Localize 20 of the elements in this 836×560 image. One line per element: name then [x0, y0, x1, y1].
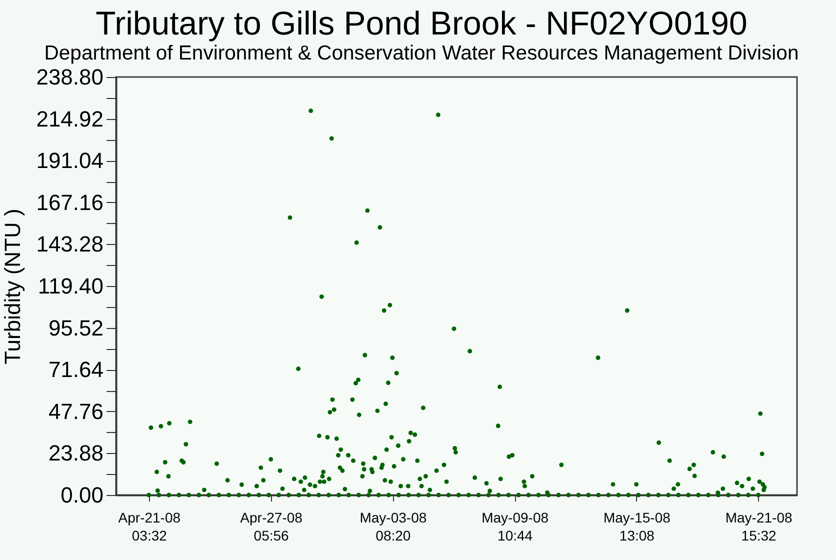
y-tick-label: 71.64 [48, 357, 104, 382]
x-tick-label: May-03-08 08:20 [360, 510, 427, 544]
y-tick-label: 143.28 [36, 232, 104, 257]
y-axis-title: Turbidity (NTU ) [0, 208, 26, 364]
chart-title: Tributary to Gills Pond Brook - NF02YO0190 [96, 4, 748, 42]
x-tick-label: Apr-27-08 05:56 [240, 510, 303, 544]
y-tick-label: 23.88 [48, 440, 104, 466]
x-tick-label: Apr-21-08 03:32 [118, 510, 181, 544]
y-tick-label: 214.92 [36, 106, 104, 132]
x-tick-label: May-15-08 13:08 [603, 510, 671, 544]
chart-subtitle: Department of Environment & Conservation Water Resources Management Division [44, 42, 799, 65]
y-tick-label: 47.76 [48, 398, 104, 424]
x-tick-label: May-21-08 15:32 [725, 510, 792, 544]
y-tick-label: 95.52 [48, 315, 104, 340]
y-tick-label: 191.04 [36, 148, 104, 174]
y-tick-label: 167.16 [36, 190, 104, 215]
x-tick-label: May-09-08 10:44 [482, 510, 549, 544]
y-tick-label: 119.40 [38, 274, 104, 298]
y-tick-label: 0.00 [60, 482, 104, 508]
y-tick-label: 238.80 [36, 64, 104, 90]
